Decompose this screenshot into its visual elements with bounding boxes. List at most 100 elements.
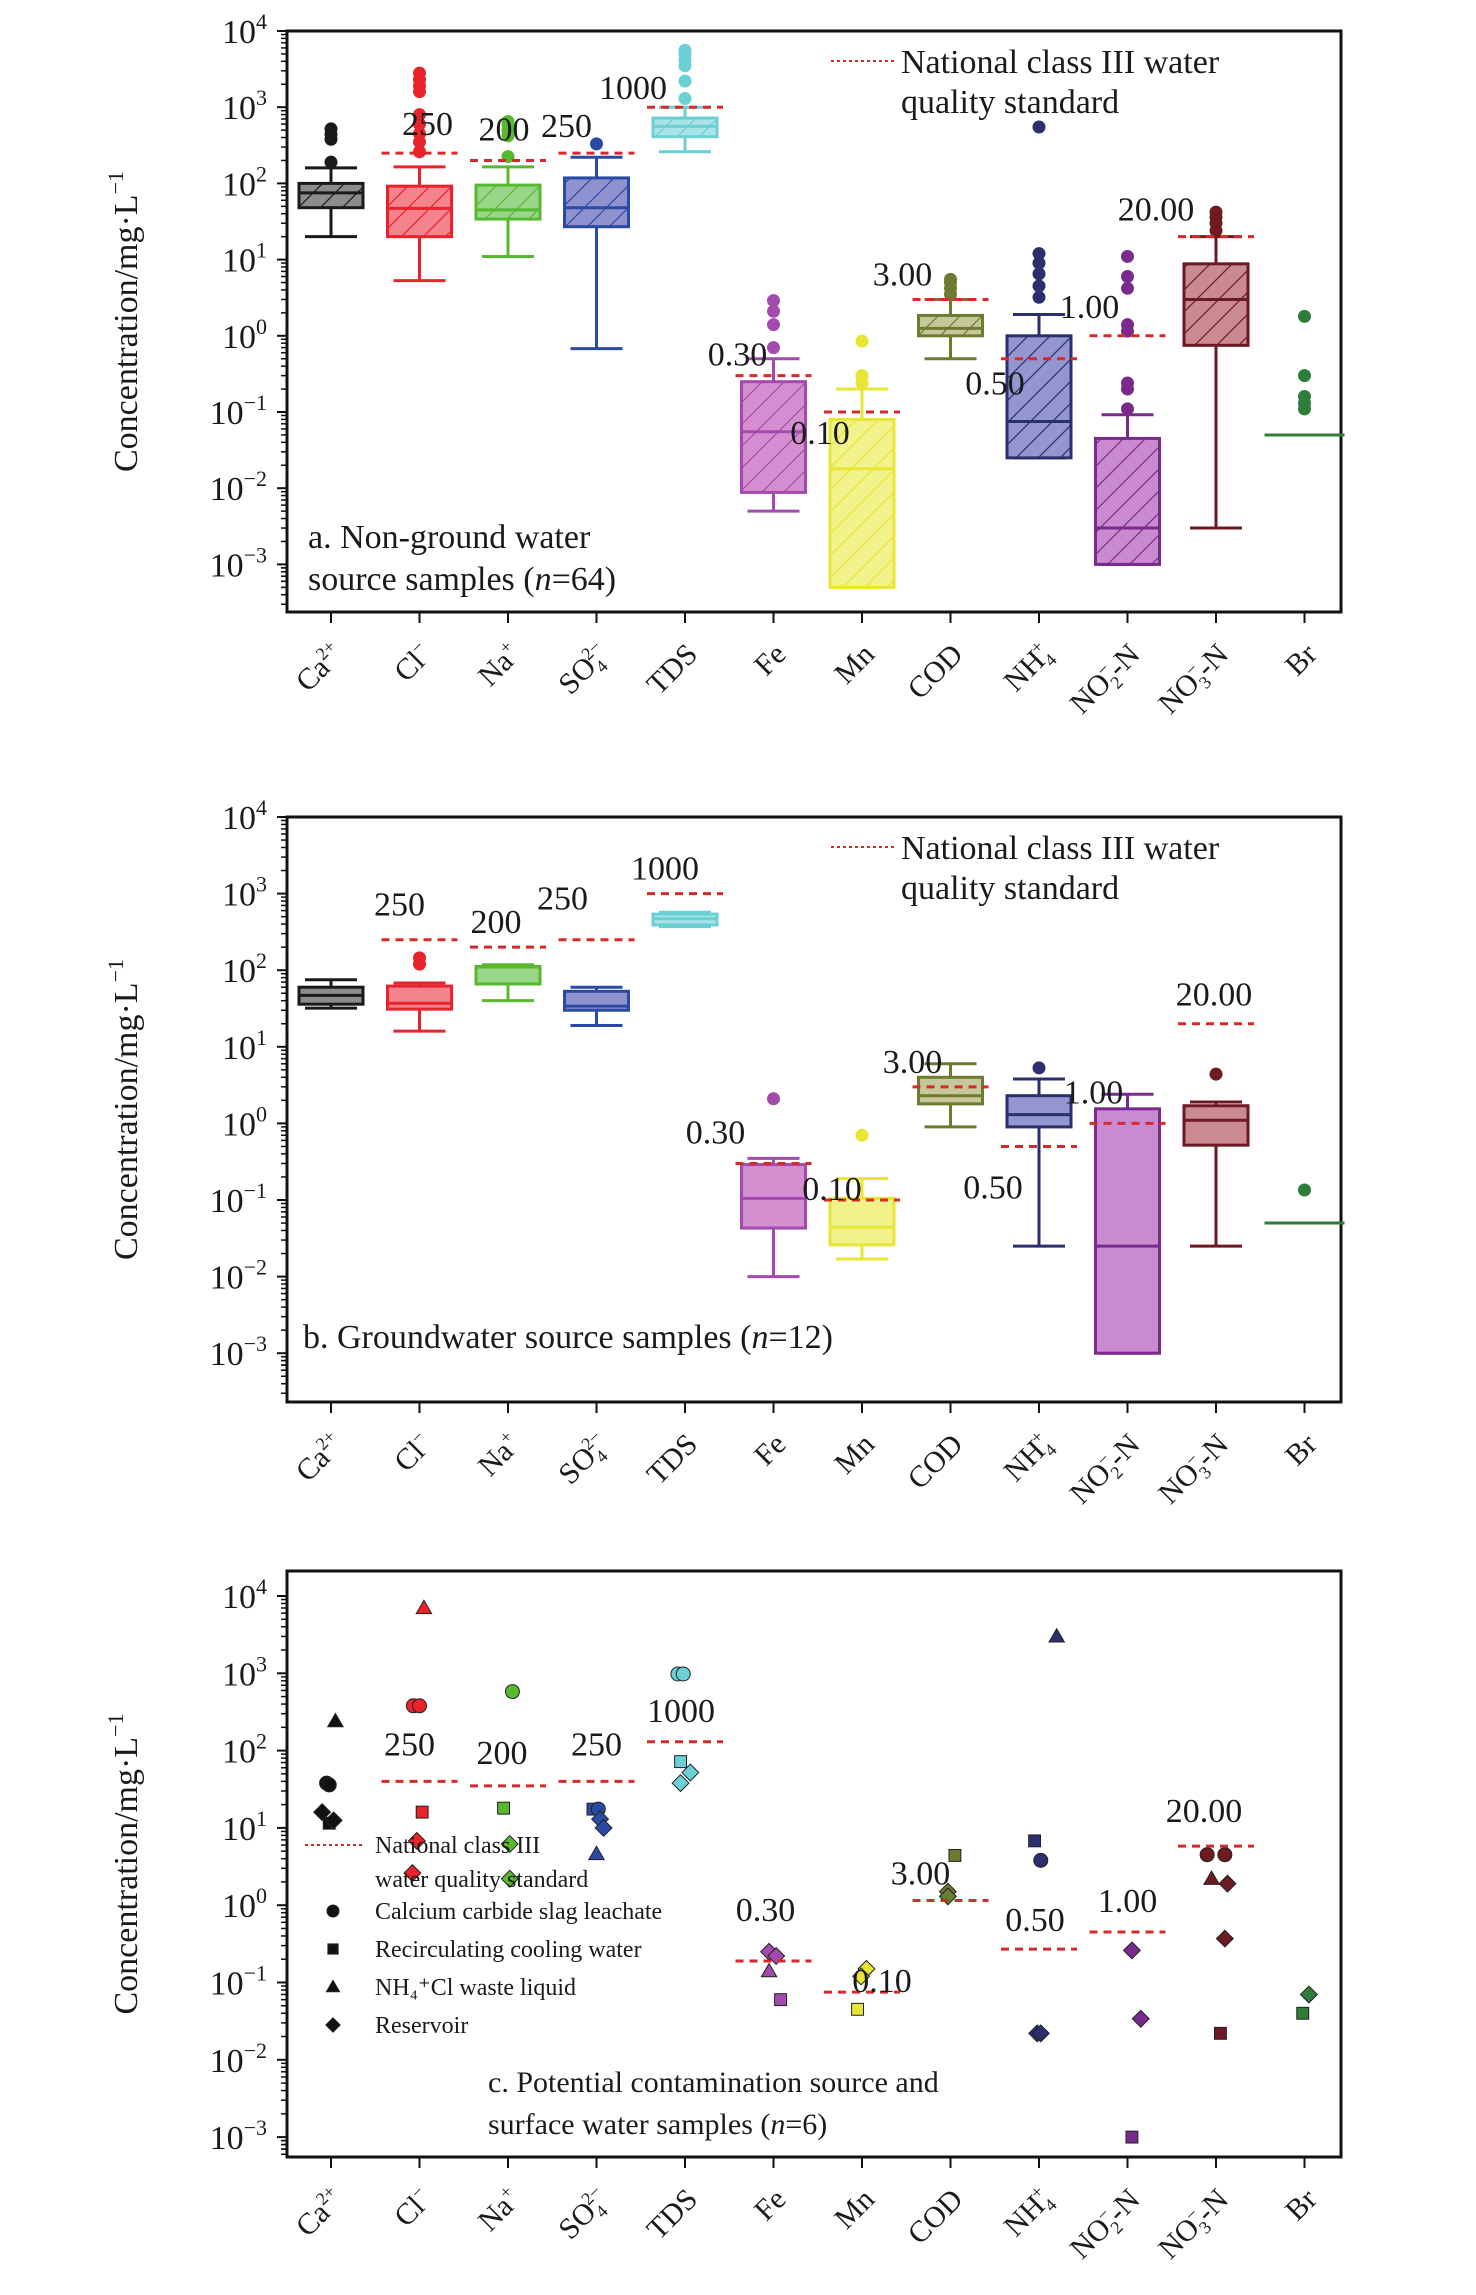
standard-label: 0.10 <box>852 1963 912 2000</box>
panel-title: c. Potential contamination source and <box>488 2066 939 2099</box>
box-Ca2 <box>297 122 365 239</box>
standard-label: 0.30 <box>708 337 768 374</box>
marker-triangle <box>587 1845 606 1861</box>
y-tick-exponent: 3 <box>256 872 267 897</box>
x-tick-label: Fe <box>748 638 793 683</box>
standard-label: 3.00 <box>883 1044 943 1081</box>
marker-diamond <box>1218 1874 1237 1893</box>
box-hatch <box>1184 263 1248 346</box>
box-Mn <box>828 334 896 589</box>
standard-label: 3.00 <box>873 256 933 293</box>
y-axis-label-exponent: −1 <box>103 959 128 982</box>
y-tick-label: 10−1 <box>210 1961 267 2003</box>
data-point <box>671 1773 690 1793</box>
panel-title: surface water samples (n=6) <box>488 2108 827 2141</box>
y-tick-label: 10−3 <box>210 542 267 584</box>
standard-label: 0.10 <box>802 1171 862 1208</box>
marker-square <box>774 1993 788 2007</box>
y-tick-base: 10 <box>210 1336 244 1373</box>
standard-label: 250 <box>384 1726 435 1763</box>
marker-square <box>415 1805 429 1819</box>
panel-title-count: =6) <box>785 2108 827 2141</box>
marker-diamond <box>1122 1941 1142 1960</box>
marker-diamond <box>1131 2009 1150 2028</box>
y-tick-exponent: 2 <box>256 948 267 973</box>
box-iqr <box>1094 1107 1161 1355</box>
standard-label: 250 <box>537 881 588 918</box>
panel-title-text: source samples ( <box>308 561 535 598</box>
y-axis-label-text: Concentration/mg·L <box>108 194 145 472</box>
y-tick-base: 10 <box>222 1734 256 1771</box>
y-tick-base: 10 <box>222 1811 256 1848</box>
data-point <box>1203 1870 1221 1885</box>
panel-title-text: a. Non-ground water <box>308 519 591 556</box>
data-point <box>674 1755 688 1769</box>
x-tick-label: Mn <box>828 1428 881 1481</box>
box-Fe <box>740 294 807 513</box>
y-tick-exponent: −1 <box>244 1178 267 1203</box>
x-tick-label: Na+ <box>470 2181 527 2238</box>
box-Ca2 <box>297 978 365 1010</box>
data-point <box>497 1801 511 1815</box>
outlier-point <box>324 122 338 136</box>
standard-label: 200 <box>477 1735 528 1772</box>
box-hatch <box>741 381 806 493</box>
y-tick-label: 10−1 <box>210 1178 267 1220</box>
x-tick-label: TDS <box>641 2183 704 2246</box>
outlier-point <box>767 294 780 308</box>
standard-label: 1.00 <box>1098 1883 1158 1920</box>
data-point <box>1125 2130 1139 2144</box>
data-point <box>504 1684 520 1700</box>
y-tick-label: 104 <box>222 1574 267 1616</box>
outlier-point <box>1032 247 1046 261</box>
y-tick-exponent: −3 <box>244 1331 267 1356</box>
marker-diamond <box>500 1834 519 1854</box>
outlier-point <box>678 92 692 106</box>
marker-square <box>851 2002 865 2016</box>
y-tick-exponent: 0 <box>256 1883 267 1908</box>
y-tick-base: 10 <box>210 1966 244 2003</box>
y-tick-label: 102 <box>222 948 267 990</box>
y-tick-label: 10−3 <box>210 2115 267 2157</box>
data-point <box>948 1849 962 1862</box>
y-tick-base: 10 <box>222 877 256 914</box>
box-hatch <box>918 315 983 336</box>
data-point <box>1031 2024 1050 2043</box>
outlier-point <box>855 1128 869 1142</box>
standard-label: 1.00 <box>1064 1074 1124 1111</box>
data-point <box>1048 1627 1066 1643</box>
x-tick-label: Cl− <box>386 2181 438 2233</box>
outlier-point <box>1298 369 1311 383</box>
box-COD <box>917 272 984 361</box>
outlier-point <box>1298 389 1311 403</box>
y-tick-label: 10−3 <box>210 1331 267 1373</box>
legend-label: National class III water <box>901 44 1220 81</box>
y-tick-label: 10−2 <box>210 466 267 508</box>
legend-label: quality standard <box>901 870 1119 907</box>
y-tick-label: 10−2 <box>210 2038 267 2080</box>
box-iqr <box>1005 1094 1073 1129</box>
panel-title-n: n <box>751 1319 768 1356</box>
marker-circle <box>1033 1852 1049 1868</box>
x-tick-label: Br <box>1279 2183 1324 2228</box>
outlier-point <box>678 74 692 88</box>
marker-diamond <box>325 2017 341 2033</box>
data-point <box>403 1864 422 1883</box>
x-tick-label-part: Fe <box>748 2183 793 2228</box>
outlier-point <box>1121 270 1134 284</box>
outlier-point <box>855 369 869 383</box>
standard-label: 20.00 <box>1166 1793 1243 1830</box>
x-tick-label: NO3−-N <box>1151 2181 1238 2268</box>
y-tick-base: 10 <box>222 800 256 837</box>
box-COD <box>917 1062 984 1129</box>
outlier-point <box>1298 1183 1311 1197</box>
x-tick-label: SO42− <box>551 1426 619 1494</box>
x-tick-label: NH4+ <box>996 1426 1061 1491</box>
box-Br <box>1264 1183 1345 1225</box>
y-tick-base: 10 <box>222 1579 256 1616</box>
y-tick-label: 100 <box>222 314 267 356</box>
outlier-point <box>413 145 426 159</box>
y-axis-label: Concentration/mg·L−1 <box>103 959 145 1260</box>
outlier-point <box>767 341 780 355</box>
outlier-point <box>413 117 426 131</box>
